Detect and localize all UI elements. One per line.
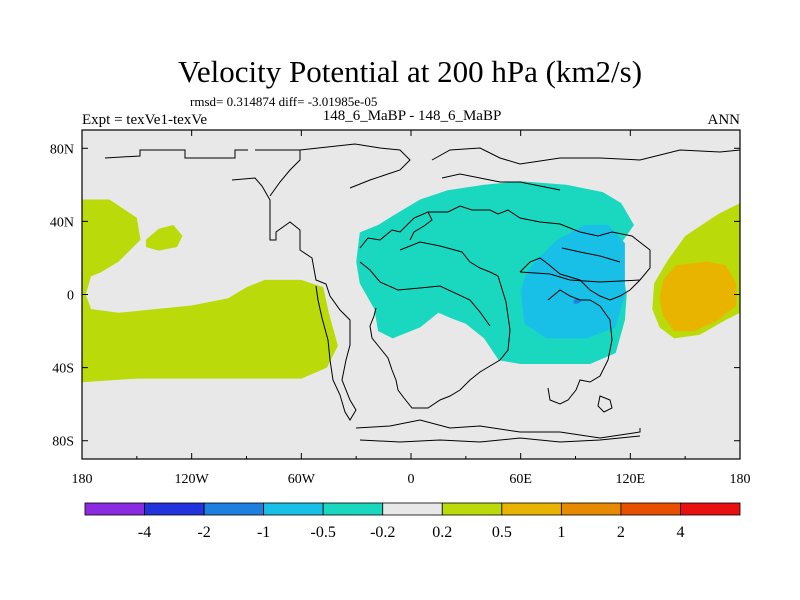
colorbar: -4 -2 -1 -0.5 -0.2 0.2 0.5 1 2 4 — [84, 502, 741, 541]
y-tick-label: 40S — [52, 362, 74, 377]
central-indian-negative-region — [520, 225, 625, 339]
colorbar-swatch — [84, 502, 145, 516]
colorbar-swatch — [501, 502, 562, 516]
colorbar-swatch — [620, 502, 681, 516]
colorbar-swatch — [382, 502, 443, 516]
y-axis-ticks: 80N 40N 0 40S 80S — [50, 142, 740, 450]
colorbar-label: -1 — [257, 524, 270, 541]
colorbar-label: 1 — [557, 524, 565, 541]
colorbar-label: -4 — [138, 524, 151, 541]
x-tick-label: 60E — [509, 472, 532, 487]
y-tick-label: 80N — [50, 142, 74, 157]
stats-label: rmsd= 0.314874 diff= -3.01985e-05 — [190, 94, 377, 109]
chart-title: Velocity Potential at 200 hPa (km2/s) — [178, 54, 642, 89]
colorbar-swatch — [441, 502, 503, 516]
colorbar-swatch — [144, 502, 205, 516]
experiment-label: Expt = texVe1-texVe — [82, 112, 207, 128]
x-tick-label: 0 — [408, 472, 415, 487]
contour-regions — [82, 181, 740, 383]
colorbar-swatch — [322, 502, 384, 516]
x-tick-label: 120W — [175, 472, 210, 487]
colorbar-label: -2 — [197, 524, 210, 541]
case-label: 148_6_MaBP - 148_6_MaBP — [323, 108, 502, 124]
colorbar-swatch — [560, 502, 622, 516]
x-tick-label: 180 — [730, 472, 751, 487]
west-pacific-positive-region — [82, 199, 338, 383]
colorbar-swatch — [263, 502, 324, 516]
x-tick-label: 60W — [288, 472, 316, 487]
colorbar-swatch — [680, 502, 741, 516]
x-tick-label: 120E — [616, 472, 646, 487]
x-tick-label: 180 — [72, 472, 93, 487]
y-tick-label: 80S — [52, 435, 74, 450]
y-tick-label: 0 — [67, 289, 74, 304]
coastlines — [104, 143, 741, 443]
colorbar-label: 2 — [617, 524, 625, 541]
season-label: ANN — [708, 112, 741, 128]
colorbar-label: -0.5 — [311, 524, 336, 541]
colorbar-label: 0.5 — [492, 524, 512, 541]
colorbar-swatch — [203, 502, 265, 516]
colorbar-label: 4 — [676, 524, 684, 541]
west-pacific-positive-core-region — [659, 261, 737, 332]
y-tick-label: 40N — [50, 215, 74, 230]
north-pacific-positive-region — [146, 225, 183, 251]
colorbar-label: 0.2 — [432, 524, 452, 541]
x-axis-ticks: 180 120W 60W 0 60E 120E 180 — [72, 130, 751, 487]
colorbar-label: -0.2 — [370, 524, 395, 541]
